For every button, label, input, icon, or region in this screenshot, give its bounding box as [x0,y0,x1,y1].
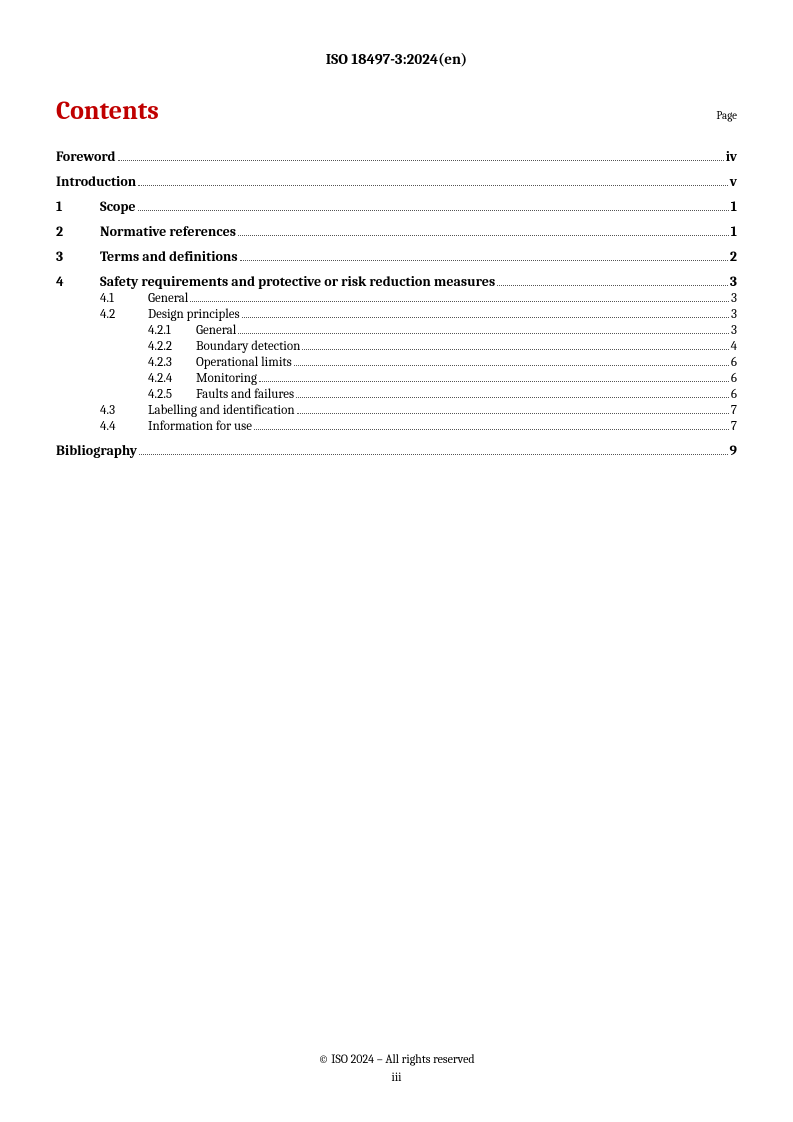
toc-entry-page: 7 [731,403,737,418]
toc-entry-leader [302,349,728,350]
toc-entry-leader [254,429,729,430]
toc-entry-leader [238,235,729,236]
toc-entry-page: 7 [731,419,737,434]
toc-entry-title: Foreword [56,148,116,165]
toc-entry-title: Labelling and identification [148,403,295,418]
toc-entry: 3Terms and definitions 2 [56,248,737,265]
toc-entry-number: 4.2.2 [148,339,196,354]
toc-entry-number: 4.2.3 [148,355,196,370]
toc-entry-title: Normative references [100,223,236,240]
toc-entry-page: 6 [731,387,737,402]
toc-entry-title: Introduction [56,173,136,190]
page-label: Page [716,109,737,122]
toc-entry: 4.2.1General 3 [56,323,737,338]
toc-entry-leader [296,397,729,398]
toc-entry-leader [118,160,724,161]
toc-entry: 2Normative references 1 [56,223,737,240]
toc-entry-number: 1 [56,198,100,215]
table-of-contents: ForewordivIntroductionv1Scope12Normative… [56,148,737,459]
toc-entry-number: 3 [56,248,100,265]
toc-entry-leader [294,365,729,366]
toc-entry: 4.2.3Operational limits 6 [56,355,737,370]
toc-entry: 4.3Labelling and identification 7 [56,403,737,418]
footer-copyright: © ISO 2024 – All rights reserved [0,1050,793,1068]
toc-entry-leader [242,317,729,318]
toc-entry-title: Monitoring [196,371,257,386]
toc-entry-leader [240,260,728,261]
toc-entry-page: 1 [731,198,737,215]
toc-entry-leader [139,454,727,455]
toc-entry-page: 3 [730,273,737,290]
toc-entry-number: 4.2.4 [148,371,196,386]
toc-entry-title: Scope [100,198,136,215]
toc-entry: 4.2.2Boundary detection 4 [56,339,737,354]
toc-entry: Bibliography 9 [56,442,737,459]
footer-page-number: iii [0,1068,793,1086]
toc-entry-page: 3 [731,307,737,322]
toc-entry: Introduction v [56,173,737,190]
toc-entry-title: General [148,291,188,306]
toc-entry-title: Terms and definitions [100,248,238,265]
toc-entry-leader [259,381,729,382]
toc-entry: 1Scope1 [56,198,737,215]
toc-entry-leader [297,413,729,414]
toc-entry-number: 4 [56,273,100,290]
toc-entry-number: 4.2 [100,307,148,322]
toc-entry: 4.2Design principles 3 [56,307,737,322]
toc-entry: 4.2.5Faults and failures 6 [56,387,737,402]
toc-entry-page: 1 [731,223,737,240]
toc-entry-page: 9 [730,442,737,459]
toc-entry-number: 4.4 [100,419,148,434]
toc-entry-page: iv [726,148,737,165]
toc-entry-page: 6 [731,371,737,386]
toc-entry: 4.2.4Monitoring 6 [56,371,737,386]
toc-entry-number: 4.1 [100,291,148,306]
toc-entry-number: 4.2.1 [148,323,196,338]
toc-entry-number: 4.2.5 [148,387,196,402]
toc-entry-title: Boundary detection [196,339,300,354]
title-row: Contents Page [56,96,737,126]
toc-entry: 4.4Information for use 7 [56,419,737,434]
toc-entry-title: Faults and failures [196,387,294,402]
document-header: ISO 18497-3:2024(en) [56,50,737,68]
toc-entry-title: General [196,323,236,338]
toc-entry-title: Design principles [148,307,240,322]
toc-entry-title: Safety requirements and protective or ri… [100,273,495,290]
toc-entry-leader [138,210,729,211]
toc-entry-title: Information for use [148,419,252,434]
toc-entry-title: Operational limits [196,355,292,370]
toc-entry-title: Bibliography [56,442,137,459]
toc-entry-page: 2 [730,248,737,265]
toc-entry-leader [238,333,729,334]
toc-entry-page: 4 [731,339,737,354]
toc-entry-page: 3 [731,323,737,338]
toc-entry-page: v [730,173,737,190]
toc-entry-leader [190,301,729,302]
toc-entry: 4.1General 3 [56,291,737,306]
contents-title: Contents [56,96,159,126]
toc-entry-leader [497,285,728,286]
toc-entry-page: 3 [731,291,737,306]
toc-entry: Foreword iv [56,148,737,165]
toc-entry: 4Safety requirements and protective or r… [56,273,737,290]
toc-entry-leader [138,185,727,186]
toc-entry-page: 6 [731,355,737,370]
toc-entry-number: 4.3 [100,403,148,418]
toc-entry-number: 2 [56,223,100,240]
page-footer: © ISO 2024 – All rights reserved iii [0,1050,793,1086]
